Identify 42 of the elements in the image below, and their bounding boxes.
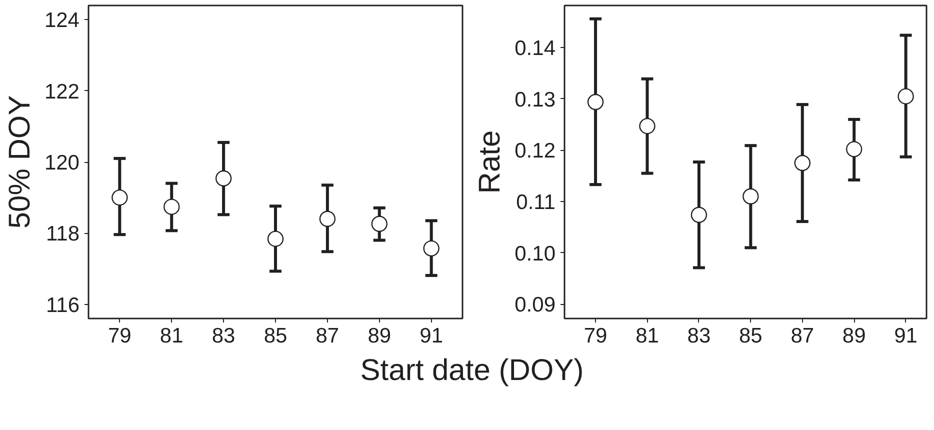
x-tick-label: 87: [316, 324, 340, 348]
x-tick-label: 81: [636, 324, 659, 348]
point: [898, 88, 914, 104]
point: [846, 141, 862, 158]
x-tick-label: 85: [264, 324, 288, 348]
y-tick-label: 116: [46, 294, 80, 317]
y-tick-label: 120: [44, 152, 80, 174]
x-tick-label: 79: [108, 324, 132, 348]
x-tick-label: 87: [790, 324, 814, 348]
x-tick-label: 83: [212, 324, 236, 348]
y-tick-label: 0.11: [516, 191, 556, 214]
point: [690, 206, 708, 223]
y-tick-label: 0.13: [514, 88, 556, 112]
point: [112, 189, 128, 206]
x-axis-title: Start date (DOY): [360, 353, 584, 389]
point: [215, 170, 232, 186]
x-tick-label: 81: [160, 324, 184, 348]
x-tick-label: 79: [584, 324, 608, 348]
y-tick-label: 124: [44, 9, 80, 32]
x-tick-label: 85: [738, 324, 762, 348]
point: [742, 188, 759, 204]
y-tick-label: 0.12: [514, 140, 556, 163]
point: [639, 118, 656, 134]
point: [319, 210, 336, 227]
x-tick-label: 83: [687, 324, 711, 348]
x-tick-label: 89: [842, 324, 866, 348]
y-tick-label: 122: [44, 80, 80, 104]
point: [267, 230, 284, 247]
x-tick-label: 91: [420, 324, 444, 348]
x-tick-label: 89: [368, 324, 392, 348]
point: [423, 240, 440, 257]
point: [794, 154, 810, 172]
y-axis-title: 50% DOY: [3, 95, 36, 229]
y-tick-label: 0.09: [514, 294, 556, 317]
point: [371, 216, 388, 232]
point: [164, 198, 180, 215]
point: [587, 94, 604, 110]
y-tick-label: 0.10: [514, 242, 556, 266]
x-tick-label: 91: [894, 324, 918, 348]
y-axis-title: Rate: [474, 130, 507, 194]
y-tick-label: 118: [46, 222, 80, 246]
y-tick-label: 0.14: [514, 37, 556, 60]
